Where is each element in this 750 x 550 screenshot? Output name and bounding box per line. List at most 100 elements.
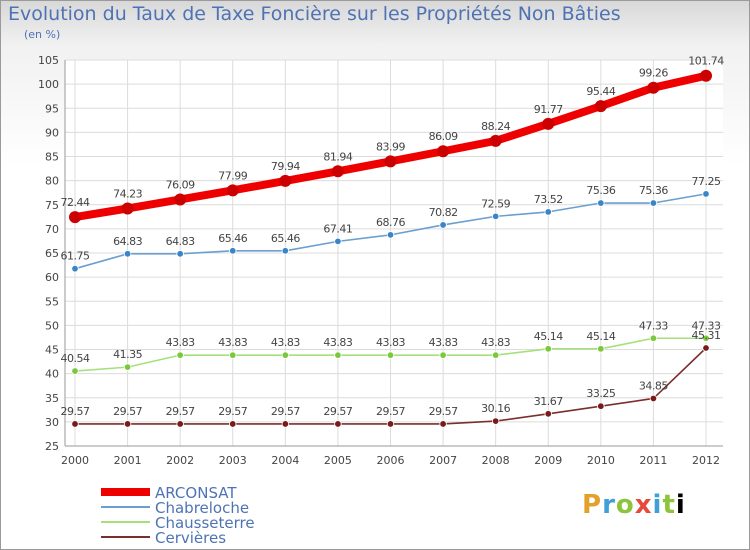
x-tick-label: 2010 bbox=[587, 454, 615, 467]
x-tick-label: 2002 bbox=[166, 454, 194, 467]
x-tick-label: 2001 bbox=[114, 454, 142, 467]
y-tick-label: 70 bbox=[45, 223, 59, 236]
data-point bbox=[544, 345, 552, 353]
y-tick-label: 60 bbox=[45, 271, 59, 284]
data-point bbox=[229, 420, 237, 428]
data-label: 83.99 bbox=[376, 140, 405, 153]
y-tick-label: 100 bbox=[38, 78, 59, 91]
data-point bbox=[334, 237, 342, 246]
data-point bbox=[121, 202, 134, 215]
chart-title: Evolution du Taux de Taxe Foncière sur l… bbox=[8, 3, 621, 25]
data-point bbox=[71, 420, 79, 428]
data-label: 30.16 bbox=[481, 402, 510, 415]
data-point bbox=[649, 394, 658, 403]
data-label: 76.09 bbox=[166, 178, 195, 191]
legend-label-cervières: Cervières bbox=[155, 529, 226, 547]
data-label: 29.57 bbox=[271, 405, 300, 418]
data-label: 64.83 bbox=[166, 235, 195, 248]
data-label: 45.14 bbox=[534, 330, 563, 343]
data-point bbox=[331, 165, 344, 178]
data-label: 68.76 bbox=[376, 216, 405, 229]
data-label: 43.83 bbox=[323, 336, 352, 349]
y-tick-label: 35 bbox=[45, 392, 59, 405]
x-tick-label: 2011 bbox=[639, 454, 667, 467]
data-point bbox=[384, 155, 397, 168]
data-label: 77.25 bbox=[692, 175, 721, 188]
data-label: 40.54 bbox=[61, 352, 90, 365]
data-point bbox=[491, 212, 500, 221]
data-label: 41.35 bbox=[113, 348, 142, 361]
legend-label-chausseterre: Chausseterre bbox=[155, 514, 255, 532]
data-point bbox=[649, 199, 658, 207]
data-point bbox=[176, 250, 184, 258]
y-tick-label: 30 bbox=[45, 416, 59, 429]
data-point bbox=[597, 345, 605, 353]
proxiti-logo: Proxiti bbox=[582, 490, 686, 520]
data-point bbox=[700, 69, 712, 82]
data-label: 77.99 bbox=[218, 169, 247, 182]
y-tick-label: 75 bbox=[45, 199, 59, 212]
data-label: 29.57 bbox=[61, 405, 90, 418]
data-point bbox=[439, 420, 447, 428]
data-label: 91.77 bbox=[534, 103, 563, 116]
data-label: 29.57 bbox=[429, 405, 458, 418]
data-point bbox=[71, 264, 79, 273]
data-label: 61.75 bbox=[61, 250, 90, 263]
data-labels: 72.44 74.23 76.09 77.99 79.94 81.94 83.99 86.09… bbox=[61, 55, 725, 418]
y-tick-label: 50 bbox=[45, 319, 59, 332]
data-point bbox=[597, 402, 605, 410]
x-tick-label: 2003 bbox=[219, 454, 247, 467]
data-point bbox=[174, 193, 187, 206]
data-label: 75.36 bbox=[639, 184, 668, 197]
data-point bbox=[544, 208, 552, 216]
data-point bbox=[491, 351, 500, 359]
data-label: 95.44 bbox=[586, 85, 615, 98]
data-point bbox=[437, 145, 450, 158]
data-label: 34.85 bbox=[639, 379, 668, 392]
x-tick-label: 2000 bbox=[61, 454, 89, 467]
data-label: 47.33 bbox=[692, 319, 721, 332]
data-point bbox=[544, 410, 552, 418]
data-point bbox=[489, 134, 502, 147]
data-label: 75.36 bbox=[586, 184, 615, 197]
axes: 25 30 35 40 45 50 55 60 65 70 75 80 85 90 95 100 105 2000… bbox=[38, 54, 723, 467]
data-label: 86.09 bbox=[429, 130, 458, 143]
x-tick-label: 2004 bbox=[271, 454, 299, 467]
unit-label: (en %) bbox=[24, 28, 61, 41]
data-label: 81.94 bbox=[323, 150, 352, 163]
data-point bbox=[491, 417, 500, 425]
data-point bbox=[647, 81, 660, 94]
data-label: 88.24 bbox=[481, 120, 510, 133]
data-point bbox=[386, 231, 395, 239]
data-label: 29.57 bbox=[166, 405, 195, 418]
data-label: 65.46 bbox=[218, 232, 247, 245]
data-point bbox=[386, 420, 395, 428]
data-label: 43.83 bbox=[271, 336, 300, 349]
y-tick-label: 55 bbox=[45, 295, 59, 308]
data-point bbox=[439, 221, 447, 229]
data-label: 29.57 bbox=[218, 405, 247, 418]
data-label: 64.83 bbox=[113, 235, 142, 248]
y-tick-label: 85 bbox=[45, 151, 59, 164]
data-point bbox=[281, 351, 290, 359]
y-tick-label: 95 bbox=[45, 102, 59, 115]
data-label: 73.52 bbox=[534, 193, 563, 206]
x-tick-label: 2008 bbox=[482, 454, 510, 467]
data-label: 70.82 bbox=[429, 206, 458, 219]
data-label: 47.33 bbox=[639, 319, 668, 332]
y-tick-label: 105 bbox=[38, 54, 59, 67]
y-tick-label: 25 bbox=[45, 440, 59, 453]
data-label: 43.83 bbox=[166, 336, 195, 349]
data-point bbox=[702, 334, 710, 342]
x-tick-label: 2007 bbox=[429, 454, 457, 467]
grid bbox=[65, 59, 723, 447]
data-point bbox=[229, 247, 237, 255]
data-label: 45.31 bbox=[692, 329, 721, 342]
x-tick-label: 2009 bbox=[534, 454, 562, 467]
data-point bbox=[123, 363, 132, 371]
data-point bbox=[123, 420, 132, 428]
data-point bbox=[281, 247, 290, 255]
data-label: 79.94 bbox=[271, 160, 300, 173]
data-label: 67.41 bbox=[323, 222, 352, 235]
